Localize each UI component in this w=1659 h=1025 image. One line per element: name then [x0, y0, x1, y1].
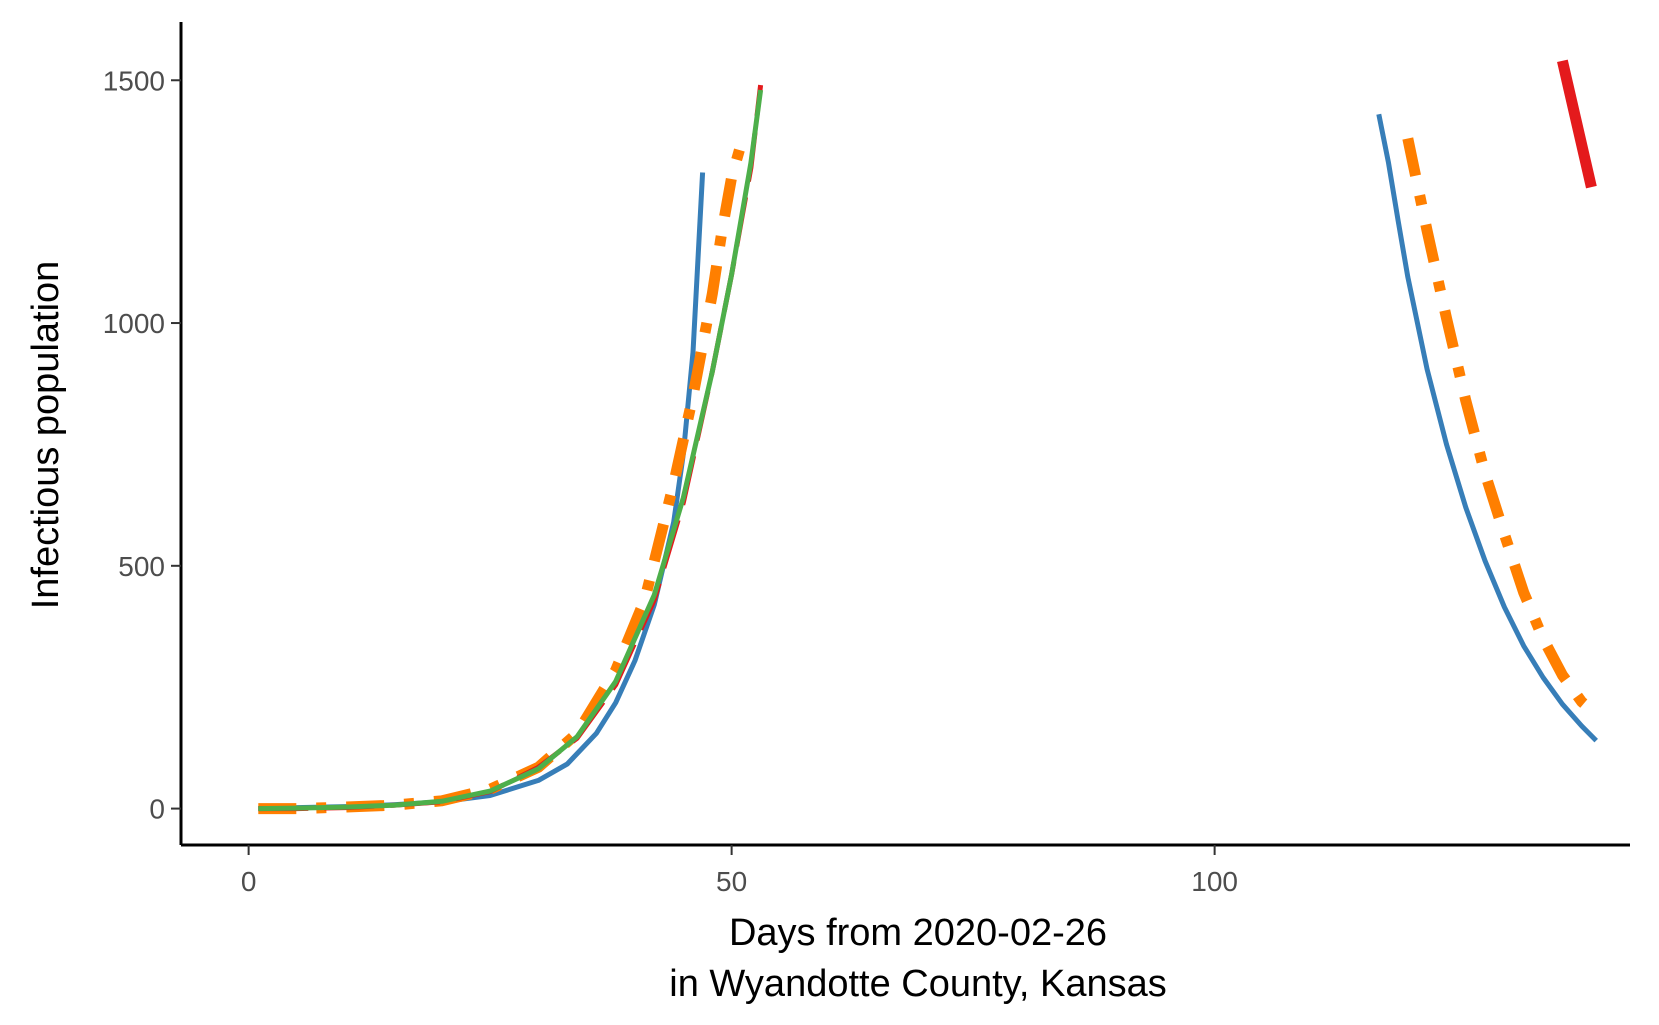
series-1-segment-1 [1402, 137, 1600, 719]
series-4-segment-0 [258, 89, 764, 812]
y-axis-title: Infectious population [25, 261, 67, 610]
series-3-segment-0 [1557, 59, 1597, 189]
series-0-segment-0 [258, 172, 706, 812]
x-tick-label: 100 [1191, 866, 1238, 897]
x-axis-title-line-1: Days from 2020-02-26 [729, 912, 1107, 954]
x-tick-label: 50 [716, 866, 747, 897]
y-ticks: 0 500 1000 1500 [103, 65, 181, 825]
y-tick-label: 1000 [103, 308, 165, 339]
series-1-segment-0 [258, 141, 747, 815]
y-tick-label: 500 [118, 551, 165, 582]
x-axis-title-line-2: in Wyandotte County, Kansas [669, 963, 1166, 1005]
series-0-segment-1 [1376, 113, 1598, 743]
y-tick-label: 1500 [103, 65, 165, 96]
y-tick-label: 0 [149, 794, 165, 825]
x-tick-label: 0 [241, 866, 257, 897]
x-ticks: 0 50 100 [241, 845, 1238, 897]
series-layer [258, 59, 1600, 815]
